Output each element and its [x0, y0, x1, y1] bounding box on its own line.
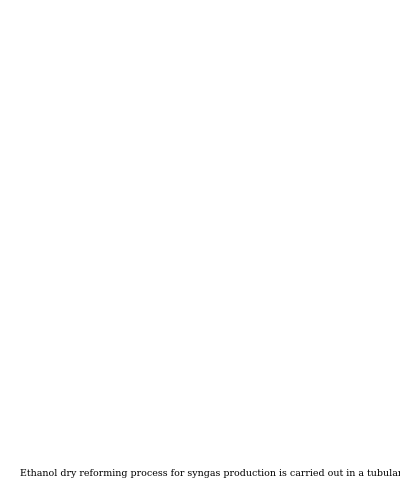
- Text: Ethanol dry reforming process for syngas production is carried out in a tubular : Ethanol dry reforming process for syngas…: [20, 469, 400, 479]
